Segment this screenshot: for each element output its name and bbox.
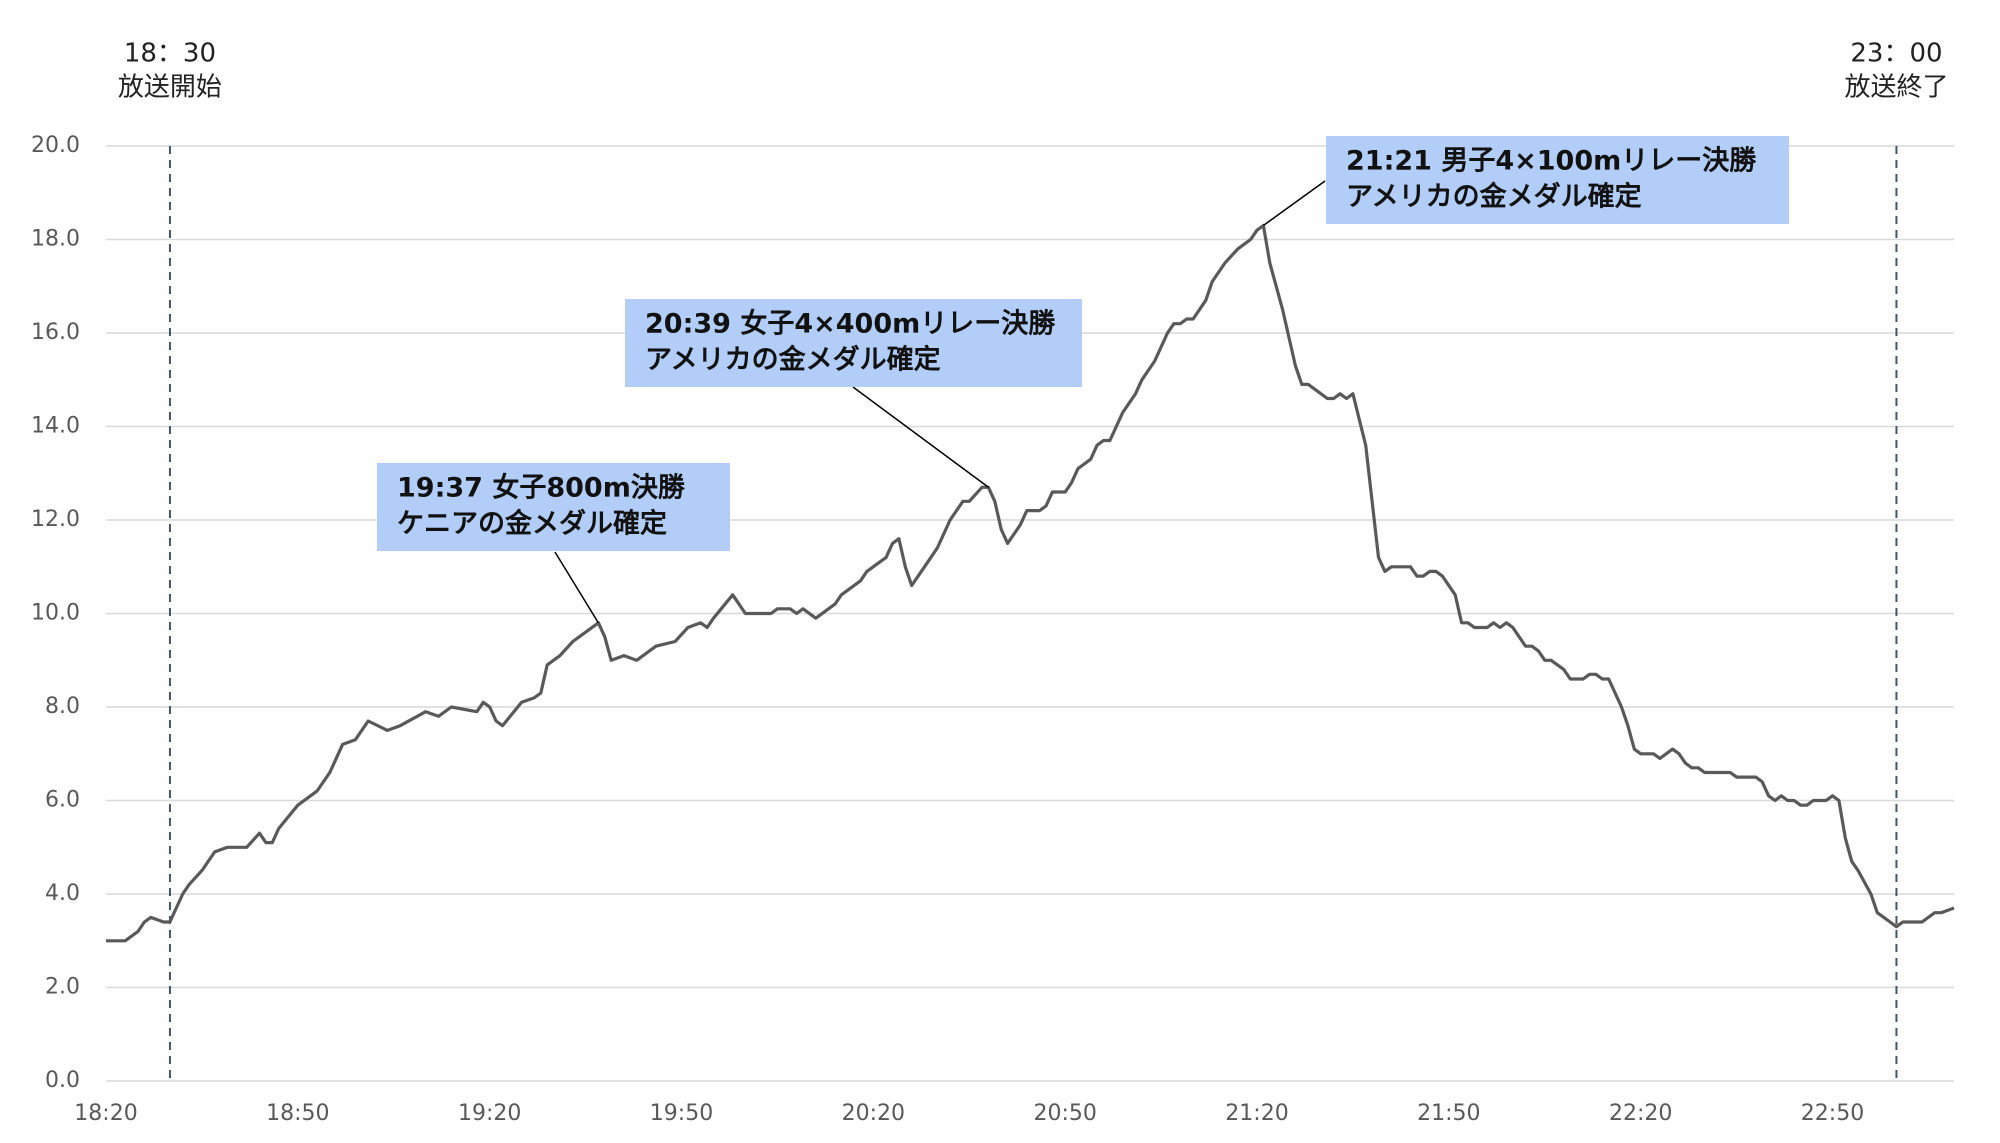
marker-note: 放送開始 <box>118 73 222 103</box>
y-tick-label: 16.0 <box>31 320 80 345</box>
y-tick-label: 0.0 <box>45 1068 80 1093</box>
y-tick-label: 10.0 <box>31 601 80 626</box>
x-tick-label: 22:20 <box>1609 1101 1672 1126</box>
marker-time: 23：00 <box>1850 39 1942 69</box>
x-tick-label: 20:50 <box>1033 1101 1096 1126</box>
annotation-text: 19:37 女子800m決勝 <box>397 472 686 504</box>
annotation-box <box>1326 136 1789 224</box>
y-tick-label: 6.0 <box>45 788 80 813</box>
x-tick-label: 21:20 <box>1225 1101 1288 1126</box>
marker-note: 放送終了 <box>1844 73 1948 103</box>
x-tick-label: 19:20 <box>458 1101 521 1126</box>
y-tick-label: 8.0 <box>45 694 80 719</box>
y-tick-label: 14.0 <box>31 414 80 439</box>
annotation-text: アメリカの金メダル確定 <box>1346 181 1642 213</box>
y-tick-label: 20.0 <box>31 133 80 158</box>
annotation-leader <box>554 551 600 624</box>
y-tick-label: 18.0 <box>31 227 80 252</box>
annotation-leader <box>1262 180 1326 227</box>
x-tick-label: 18:20 <box>74 1101 137 1126</box>
y-tick-label: 4.0 <box>45 881 80 906</box>
y-tick-label: 2.0 <box>45 975 80 1000</box>
annotation-text: アメリカの金メダル確定 <box>645 344 941 376</box>
x-tick-label: 18:50 <box>266 1101 329 1126</box>
annotation-leader <box>852 386 989 488</box>
x-tick-label: 21:50 <box>1417 1101 1480 1126</box>
annotation-text: 20:39 女子4×400mリレー決勝 <box>645 308 1056 340</box>
annotation-box <box>377 463 730 551</box>
x-tick-label: 22:50 <box>1801 1101 1864 1126</box>
annotation-text: 21:21 男子4×100mリレー決勝 <box>1346 146 1757 177</box>
x-tick-label: 20:20 <box>842 1101 905 1126</box>
annotation-box <box>625 299 1082 387</box>
annotation-text: ケニアの金メダル確定 <box>397 508 667 540</box>
line <box>106 223 1955 943</box>
x-tick-label: 19:50 <box>650 1101 713 1126</box>
marker-time: 18：30 <box>124 39 216 69</box>
y-tick-label: 12.0 <box>31 507 80 532</box>
